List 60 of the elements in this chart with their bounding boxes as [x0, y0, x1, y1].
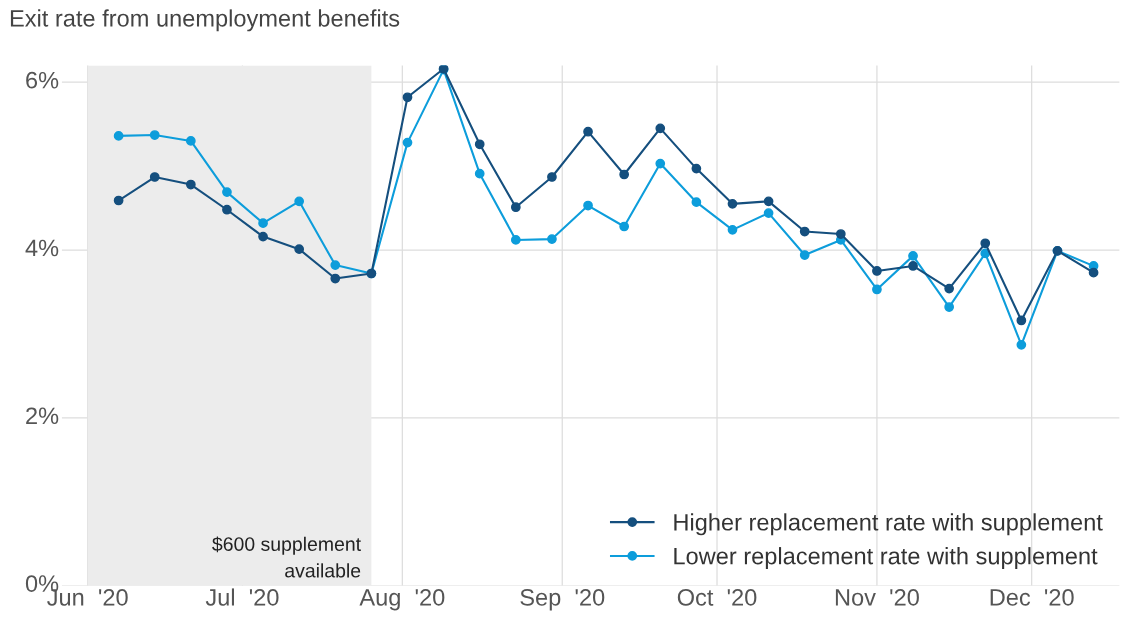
point — [113, 131, 124, 141]
point — [330, 260, 341, 270]
point — [222, 187, 232, 197]
legend-label: Higher replacement rate with supplement — [674, 513, 1103, 536]
x-tick-label: Oct '20 — [677, 589, 757, 606]
point — [655, 123, 666, 134]
x-tick-label: Aug '20 — [359, 589, 445, 611]
point — [149, 172, 160, 182]
point — [655, 158, 666, 169]
point — [763, 196, 774, 207]
point — [402, 137, 413, 148]
point — [799, 250, 810, 260]
point — [908, 251, 918, 261]
point — [908, 261, 918, 271]
point — [944, 302, 955, 312]
y-tick-label: 4% — [25, 239, 59, 257]
point — [149, 130, 160, 140]
point — [294, 196, 305, 207]
y-tick-label: 2% — [26, 407, 59, 425]
point — [763, 208, 774, 218]
point — [691, 163, 702, 174]
point — [547, 234, 557, 244]
point — [258, 231, 268, 242]
point — [510, 235, 521, 245]
legend-label: Lower replacement rate with supplement — [674, 547, 1098, 570]
point — [510, 202, 521, 213]
point — [113, 195, 124, 206]
point — [619, 169, 630, 180]
chart-title: Exit rate from unemployment benefits — [10, 9, 400, 32]
point — [1016, 339, 1027, 350]
x-tick-label: Dec '20 — [990, 589, 1074, 606]
point — [583, 126, 593, 137]
point — [258, 218, 268, 229]
point — [185, 179, 196, 190]
x-tick-label: Jul '20 — [205, 588, 279, 606]
x-tick-label: Nov '20 — [835, 589, 919, 606]
point — [727, 198, 738, 209]
point — [222, 204, 232, 215]
point — [691, 197, 702, 208]
point — [547, 172, 557, 182]
point — [872, 266, 882, 276]
point — [330, 273, 341, 284]
x-tick-label: Sep '20 — [520, 589, 605, 611]
point — [835, 229, 846, 239]
point — [1016, 315, 1027, 326]
point — [619, 221, 630, 232]
point — [799, 226, 810, 237]
y-tick-label: 6% — [26, 71, 59, 89]
band-label: $600 supplement available — [212, 536, 361, 578]
point — [944, 283, 955, 294]
point — [1088, 267, 1099, 278]
point — [583, 200, 593, 211]
point — [872, 284, 882, 295]
point — [980, 238, 991, 249]
point — [185, 136, 196, 146]
point — [474, 168, 485, 179]
point — [402, 92, 413, 103]
point — [294, 244, 305, 255]
point — [474, 139, 485, 150]
point — [727, 225, 738, 235]
